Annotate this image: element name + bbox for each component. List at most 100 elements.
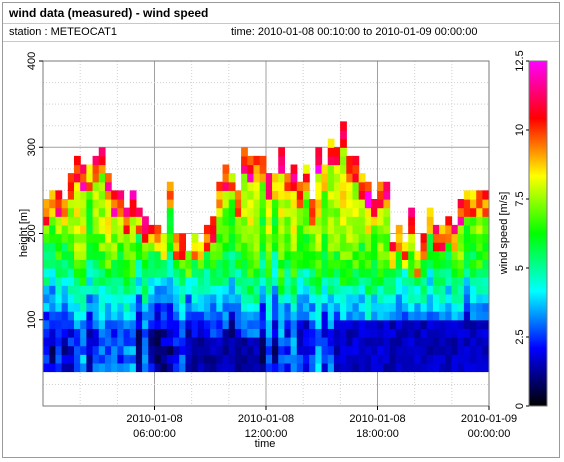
heatmap-cell — [67, 302, 75, 312]
heatmap-cell — [395, 268, 403, 278]
heatmap-cell — [265, 181, 273, 191]
heatmap-cell — [364, 233, 372, 243]
heatmap-cell — [216, 354, 224, 364]
heatmap-cell — [111, 285, 118, 295]
heatmap-cell — [432, 276, 440, 286]
heatmap-cell — [117, 268, 125, 278]
heatmap-cell — [432, 268, 440, 278]
heatmap-cell — [104, 242, 112, 252]
heatmap-cell — [420, 242, 428, 252]
heatmap-cell — [80, 276, 87, 286]
heatmap-cell — [228, 362, 236, 373]
heatmap-cell — [383, 250, 391, 260]
heatmap-cell — [148, 337, 156, 347]
heatmap-cell — [135, 285, 143, 295]
heatmap-cell — [470, 216, 477, 226]
heatmap-cell — [333, 276, 341, 286]
heatmap-cell — [241, 147, 248, 157]
heatmap-cell — [352, 190, 360, 200]
heatmap-cell — [377, 293, 385, 304]
heatmap-cell — [352, 233, 360, 243]
heatmap-cell — [371, 285, 378, 295]
heatmap-cell — [389, 302, 397, 312]
heatmap-cell — [117, 233, 125, 243]
heatmap-cell — [117, 293, 125, 304]
heatmap-cell — [49, 354, 57, 364]
heatmap-cell — [129, 285, 137, 295]
heatmap-cell — [321, 250, 329, 260]
heatmap-cell — [241, 276, 248, 286]
heatmap-cell — [426, 259, 434, 269]
heatmap-cell — [123, 268, 131, 278]
heatmap-cell — [203, 311, 211, 321]
heatmap-cell — [148, 302, 156, 312]
heatmap-cell — [445, 302, 453, 312]
heatmap-cell — [142, 250, 149, 260]
heatmap-cell — [55, 362, 63, 373]
heatmap-cell — [302, 233, 310, 243]
heatmap-cell — [216, 337, 224, 347]
x-tick-label-date: 2010-01-08 — [126, 413, 182, 425]
heatmap-cell — [92, 285, 100, 295]
heatmap-cell — [98, 259, 106, 269]
heatmap-cell — [222, 216, 230, 226]
heatmap-cell — [61, 328, 69, 338]
heatmap-cell — [160, 285, 168, 295]
heatmap-cell — [439, 276, 446, 286]
heatmap-cell — [439, 268, 446, 278]
heatmap-cell — [234, 207, 242, 217]
heatmap-cell — [302, 345, 310, 355]
heatmap-cell — [86, 362, 94, 373]
heatmap-cell — [80, 259, 87, 269]
heatmap-cell — [463, 233, 471, 243]
heatmap-cell — [74, 311, 81, 321]
heatmap-cell — [265, 328, 273, 338]
heatmap-cell — [228, 216, 236, 226]
heatmap-cell — [129, 337, 137, 347]
heatmap-cell — [234, 302, 242, 312]
heatmap-cell — [470, 207, 477, 217]
heatmap-cell — [148, 311, 156, 321]
heatmap-cell — [439, 354, 446, 364]
heatmap-cell — [290, 190, 298, 200]
heatmap-cell — [154, 319, 162, 329]
heatmap-cell — [123, 362, 131, 373]
heatmap-cell — [389, 345, 397, 355]
heatmap-cell — [290, 311, 298, 321]
heatmap-cell — [321, 259, 329, 269]
heatmap-cell — [98, 276, 106, 286]
heatmap-cell — [327, 173, 335, 183]
heatmap-cell — [259, 216, 267, 226]
heatmap-cell — [123, 224, 131, 235]
heatmap-cell — [371, 216, 378, 226]
heatmap-cell — [185, 345, 193, 355]
heatmap-cell — [228, 224, 236, 235]
heatmap-cell — [148, 345, 156, 355]
heatmap-cell — [111, 268, 118, 278]
heatmap-cell — [142, 268, 149, 278]
heatmap-cell — [346, 345, 354, 355]
heatmap-cell — [98, 190, 106, 200]
heatmap-cell — [457, 328, 465, 338]
heatmap-cell — [253, 250, 261, 260]
heatmap-cell — [98, 216, 106, 226]
heatmap-cell — [160, 337, 168, 347]
heatmap-cell — [67, 293, 75, 304]
heatmap-cell — [80, 328, 87, 338]
heatmap-cell — [302, 311, 310, 321]
heatmap-cell — [383, 345, 391, 355]
heatmap-cell — [315, 147, 323, 157]
heatmap-cell — [445, 224, 453, 235]
heatmap-cell — [80, 319, 87, 329]
heatmap-cell — [74, 233, 81, 243]
heatmap-cell — [234, 319, 242, 329]
heatmap-cell — [247, 259, 255, 269]
heatmap-cell — [470, 276, 477, 286]
heatmap-cell — [67, 242, 75, 252]
heatmap-cell — [383, 311, 391, 321]
heatmap-cell — [259, 354, 267, 364]
heatmap-cell — [135, 328, 143, 338]
heatmap-cell — [346, 328, 354, 338]
heatmap-cell — [241, 155, 248, 166]
heatmap-cell — [49, 319, 57, 329]
